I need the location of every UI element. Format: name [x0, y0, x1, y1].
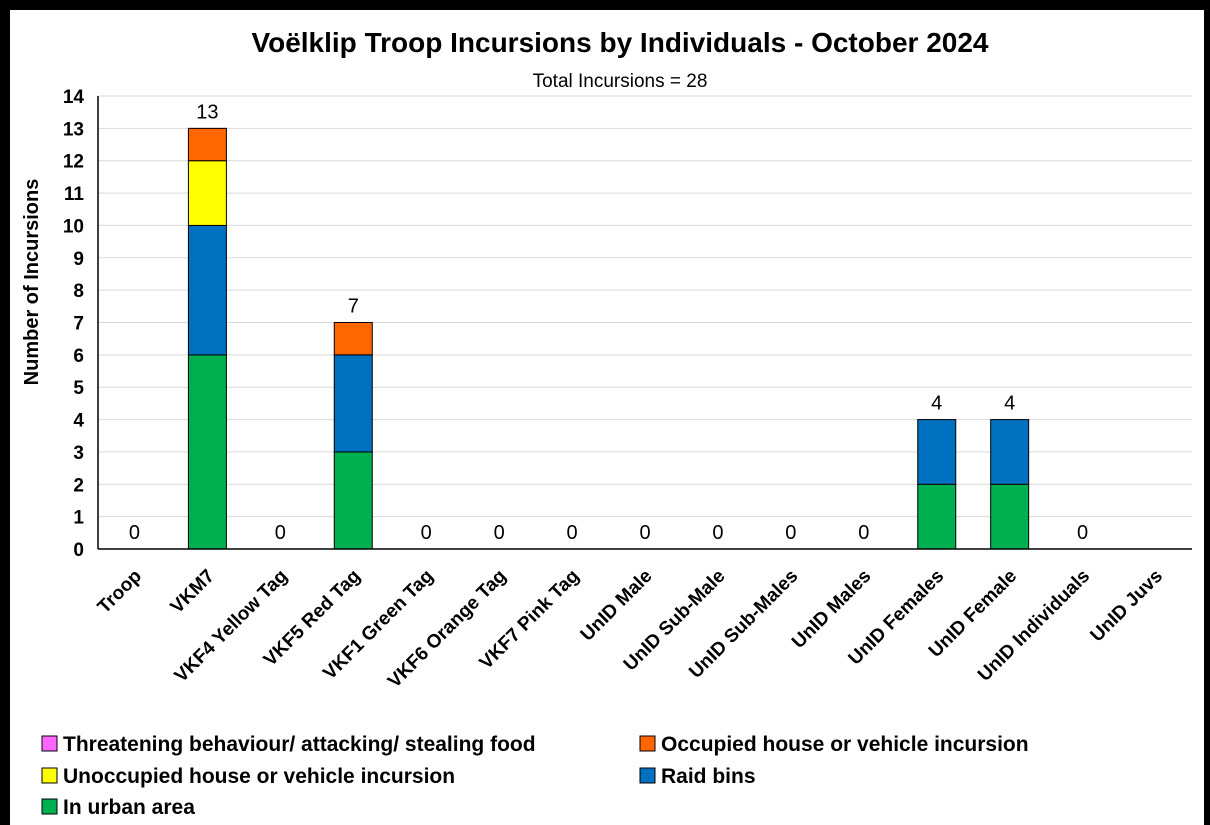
legend-swatch-unoccupied-house-or-vehicle-incursion [41, 767, 58, 784]
total-label-unid-males: 0 [858, 522, 869, 544]
bar-vkm7-unoccupied-house-or-vehicle-incursion [187, 160, 227, 226]
legend-label-occupied-house-or-vehicle-incursion: Occupied house or vehicle incursion [661, 733, 1029, 756]
chart-subtitle: Total Incursions = 28 [533, 71, 708, 92]
chart-title: Voëlklip Troop Incursions by Individuals… [252, 27, 989, 58]
total-label-unid-sub-males: 0 [785, 522, 796, 544]
x-tick-label-troop: Troop [94, 566, 146, 618]
legend-label-unoccupied-house-or-vehicle-incursion: Unoccupied house or vehicle incursion [63, 765, 455, 788]
y-tick-label-4: 4 [73, 411, 84, 432]
y-tick-label-6: 6 [73, 346, 84, 367]
axes [97, 96, 1192, 550]
x-tick-label-unid-male: UnID Male [577, 566, 657, 646]
total-label-unid-female: 4 [1004, 393, 1015, 415]
total-label-unid-male: 0 [639, 522, 650, 544]
y-tick-label-1: 1 [73, 508, 84, 529]
y-tick-label-12: 12 [63, 152, 84, 173]
bar-vkf5-red-tag-occupied-house-or-vehicle-incursion [333, 322, 373, 356]
bar-vkf5-red-tag-raid-bins [333, 354, 373, 453]
bar-vkm7-in-urban-area [187, 354, 227, 550]
gridlines [98, 95, 1192, 518]
y-tick-label-10: 10 [63, 216, 84, 237]
y-tick-label-3: 3 [73, 443, 84, 464]
total-label-unid-individuals: 0 [1077, 522, 1088, 544]
legend: Threatening behaviour/ attacking/ steali… [41, 733, 1029, 819]
legend-swatch-occupied-house-or-vehicle-incursion [639, 735, 656, 752]
legend-swatch-raid-bins [639, 767, 656, 784]
bar-vkm7-raid-bins [187, 224, 227, 356]
total-labels: 0 13 0 7 0 0 0 0 0 0 0 4 4 0 [129, 101, 1088, 544]
bar-unid-female-in-urban-area [990, 483, 1030, 550]
y-tick-label-5: 5 [73, 378, 84, 399]
total-label-vkm7: 13 [196, 101, 218, 123]
y-tick-label-0: 0 [73, 540, 84, 561]
bar-unid-females-in-urban-area [917, 483, 957, 550]
y-tick-label-9: 9 [73, 249, 84, 270]
total-label-vkf5-red-tag: 7 [348, 296, 359, 318]
x-tick-label-vkm7: VKM7 [167, 566, 219, 618]
legend-label-threatening-behaviour-attacking-stealing-food: Threatening behaviour/ attacking/ steali… [63, 733, 536, 756]
y-tick-label-13: 13 [63, 119, 84, 140]
total-label-vkf4-yellow-tag: 0 [275, 522, 286, 544]
bars [187, 127, 1030, 550]
y-tick-label-8: 8 [73, 281, 84, 302]
y-tick-label-14: 14 [63, 87, 85, 108]
y-tick-label-11: 11 [64, 184, 85, 205]
legend-label-in-urban-area: In urban area [63, 796, 195, 819]
legend-swatch-in-urban-area [41, 798, 58, 815]
bar-unid-females-raid-bins [917, 419, 957, 485]
total-label-unid-females: 4 [931, 393, 942, 415]
bar-unid-female-raid-bins [990, 419, 1030, 485]
y-tick-label-2: 2 [73, 475, 84, 496]
total-label-troop: 0 [129, 522, 140, 544]
bar-vkm7-occupied-house-or-vehicle-incursion [187, 127, 227, 162]
legend-swatch-threatening-behaviour-attacking-stealing-food [41, 735, 58, 752]
total-label-vkf7-pink-tag: 0 [567, 522, 578, 544]
total-label-vkf1-green-tag: 0 [421, 522, 432, 544]
y-axis-label: Number of Incursions [21, 179, 43, 386]
total-label-unid-sub-male: 0 [712, 522, 723, 544]
total-label-vkf6-orange-tag: 0 [494, 522, 505, 544]
x-tick-label-unid-juvs: UnID Juvs [1087, 566, 1168, 647]
legend-label-raid-bins: Raid bins [661, 765, 756, 788]
y-tick-label-7: 7 [73, 314, 84, 335]
bar-vkf5-red-tag-in-urban-area [333, 451, 373, 550]
